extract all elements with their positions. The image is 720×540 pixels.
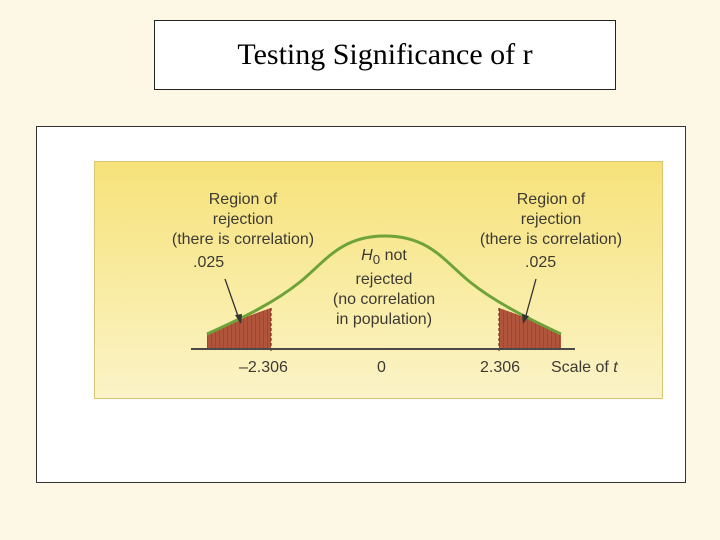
distribution-curve	[206, 234, 562, 336]
left-rejection-region	[207, 308, 271, 349]
right-region-line1: Region of	[516, 191, 586, 208]
right-arrow	[524, 278, 537, 320]
right-alpha: .025	[525, 254, 557, 271]
axis-label: Scale of t	[551, 358, 618, 378]
h0-line: H0 not	[309, 246, 459, 270]
center-line2: rejected	[355, 271, 413, 289]
left-alpha: .025	[193, 254, 225, 271]
axis-label-text: Scale of	[551, 359, 614, 376]
right-region-line3: (there is correlation)	[479, 231, 623, 248]
center-line3: (no correlation	[332, 291, 436, 309]
left-region-line1: Region of	[208, 191, 278, 208]
left-region-line2: rejection	[212, 211, 274, 228]
h0-subscript: 0	[372, 252, 381, 268]
axis-label-var: t	[613, 359, 618, 376]
center-line4: in population)	[335, 311, 433, 329]
h0-symbol: H	[361, 247, 373, 264]
tick-right: 2.306	[480, 359, 521, 376]
t-distribution-graphic	[191, 234, 575, 352]
tick-center: 0	[377, 359, 386, 376]
right-arrowhead	[522, 314, 529, 324]
slide-title: Testing Significance of r	[237, 38, 533, 71]
slide-title-box: Testing Significance of r	[154, 20, 616, 90]
left-arrow	[224, 278, 240, 320]
right-region-line2: rejection	[520, 211, 582, 228]
h0-suffix: not	[380, 247, 407, 264]
left-region-line3: (there is correlation)	[171, 231, 315, 248]
left-region-label: Region of rejection (there is correlatio…	[143, 190, 343, 250]
right-rejection-region	[499, 308, 561, 349]
t-distribution-figure: Region of rejection (there is correlatio…	[94, 161, 663, 399]
left-arrowhead	[235, 314, 242, 324]
center-label: H0 not rejected (no correlation in popul…	[309, 246, 459, 330]
right-region-label: Region of rejection (there is correlatio…	[451, 190, 651, 250]
tick-left: –2.306	[239, 359, 288, 376]
